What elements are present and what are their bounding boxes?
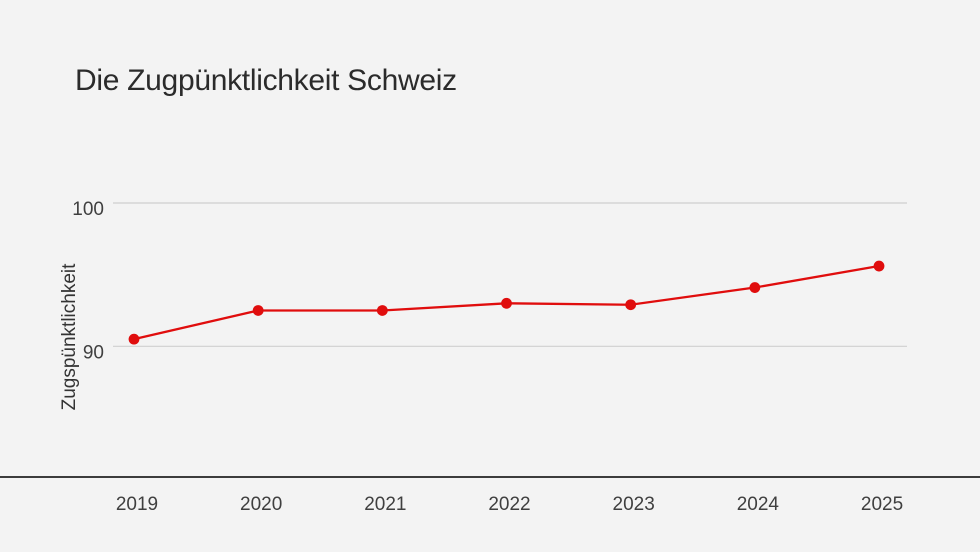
data-point-2022 [501, 297, 512, 309]
y-tick-label-90: 90 [83, 342, 104, 363]
data-point-2023 [625, 299, 637, 311]
chart-title: Die Zugpünktlichkeit Schweiz [75, 64, 457, 97]
x-tick-label-2023: 2023 [613, 494, 655, 515]
x-tick-label-2020: 2020 [240, 494, 282, 515]
x-tick-label-2025: 2025 [861, 494, 903, 515]
x-tick-label-2021: 2021 [364, 494, 406, 515]
data-point-2020 [252, 305, 264, 316]
data-point-2024 [749, 282, 761, 293]
data-point-2021 [376, 305, 388, 316]
data-point-2019 [128, 333, 140, 345]
y-tick-label-100: 100 [72, 199, 104, 220]
x-axis-tick-labels: 2019 2020 2021 2022 2023 2024 2025 [116, 494, 903, 515]
gridlines [113, 202, 907, 347]
data-point-2025 [873, 260, 885, 272]
y-axis-tick-labels: 100 90 [72, 199, 104, 363]
x-tick-label-2024: 2024 [737, 494, 780, 515]
x-tick-label-2022: 2022 [488, 494, 530, 515]
x-tick-label-2019: 2019 [116, 494, 158, 515]
data-points [128, 260, 885, 345]
